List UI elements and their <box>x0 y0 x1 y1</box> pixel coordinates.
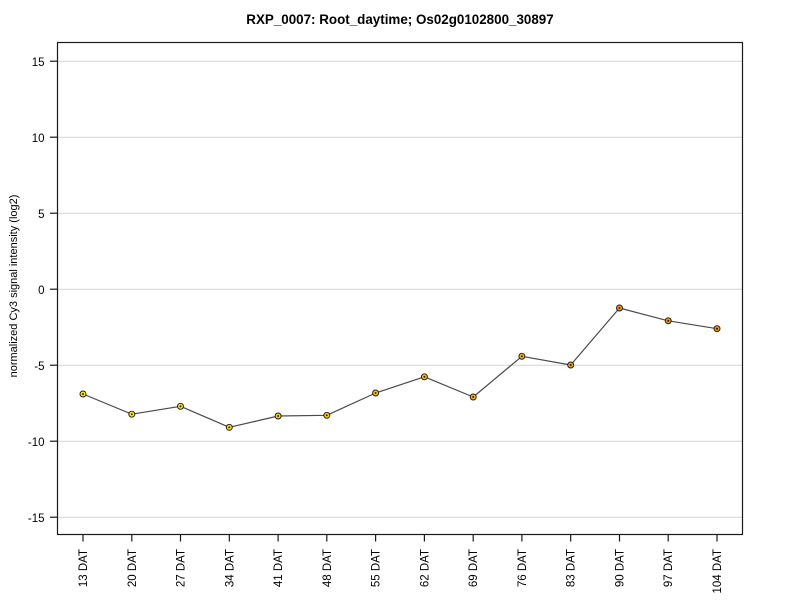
svg-text:normalized Cy3 signal intensit: normalized Cy3 signal intensity (log2) <box>8 195 20 378</box>
svg-text:34 DAT: 34 DAT <box>224 549 236 587</box>
svg-text:0: 0 <box>38 285 44 297</box>
svg-text:-15: -15 <box>28 513 45 525</box>
svg-text:27 DAT: 27 DAT <box>176 549 188 587</box>
svg-text:83 DAT: 83 DAT <box>566 549 578 587</box>
svg-text:90 DAT: 90 DAT <box>615 549 627 587</box>
svg-text:-10: -10 <box>28 437 45 449</box>
svg-text:20 DAT: 20 DAT <box>127 549 139 587</box>
svg-text:97 DAT: 97 DAT <box>663 549 675 587</box>
svg-text:RXP_0007: Root_daytime; Os02g0: RXP_0007: Root_daytime; Os02g0102800_308… <box>246 12 553 27</box>
svg-text:48 DAT: 48 DAT <box>322 549 334 587</box>
svg-text:55 DAT: 55 DAT <box>371 549 383 587</box>
svg-text:10: 10 <box>32 133 45 145</box>
svg-text:41 DAT: 41 DAT <box>273 549 285 587</box>
svg-text:5: 5 <box>38 209 44 221</box>
svg-text:104 DAT: 104 DAT <box>712 549 724 594</box>
svg-text:62 DAT: 62 DAT <box>419 549 431 587</box>
svg-text:69 DAT: 69 DAT <box>468 549 480 587</box>
svg-text:13 DAT: 13 DAT <box>78 549 90 587</box>
svg-text:-5: -5 <box>34 361 44 373</box>
svg-text:76 DAT: 76 DAT <box>517 549 529 587</box>
svg-text:15: 15 <box>32 57 45 69</box>
